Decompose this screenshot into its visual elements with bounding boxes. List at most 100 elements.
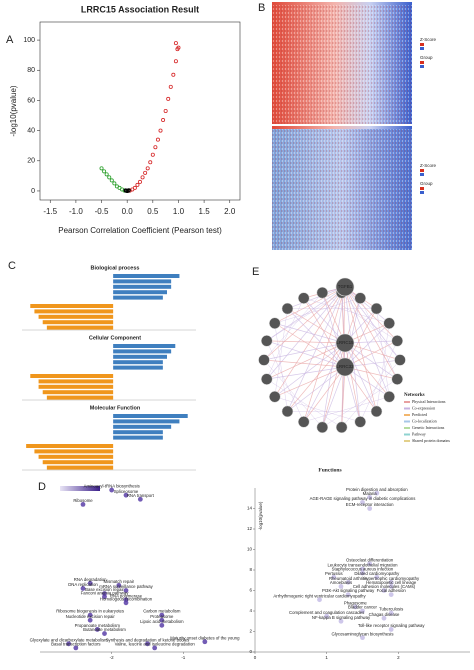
edge: [322, 292, 398, 342]
gene-node: [316, 421, 329, 434]
point: [132, 185, 137, 190]
pathway-label: Malaria: [363, 491, 378, 496]
x-tick-label: 1.5: [199, 207, 211, 216]
panel-letter: B: [258, 2, 265, 14]
y-tick-label: 40: [27, 127, 35, 134]
edge: [266, 378, 342, 428]
pathway-label: Ribosome: [73, 498, 93, 503]
pathway-point: [360, 570, 365, 576]
legend-title: Networks: [404, 393, 425, 398]
pathway-point: [367, 494, 373, 500]
pathway-label: Maturity onset diabetes of the young: [170, 635, 240, 640]
pathway-label: RNA degradation: [74, 577, 107, 582]
edge: [266, 366, 346, 380]
y-tick-label: 4: [249, 608, 252, 613]
y-tick-label: 2: [249, 629, 252, 634]
bar: [113, 414, 188, 418]
y-tick-label: 0: [31, 188, 35, 195]
point: [173, 59, 178, 64]
pathway-point: [381, 588, 387, 593]
gene-node: [281, 405, 294, 418]
legend-label: Co-localization: [412, 418, 437, 423]
point: [140, 175, 145, 180]
pathway-point: [374, 490, 380, 496]
edge: [274, 308, 288, 397]
pathway-point: [381, 615, 387, 621]
legend-swatch: [420, 173, 424, 176]
x-tick-label: -2: [110, 655, 114, 660]
bar: [46, 465, 114, 470]
bar: [38, 314, 114, 319]
heatmap-texture: [272, 4, 412, 124]
edge: [344, 286, 398, 342]
hub-node: [335, 333, 355, 353]
pathway-label: Basal transcription factors: [51, 642, 100, 647]
gene-node: [370, 302, 383, 315]
pathway-label: Bladder cancer: [348, 605, 377, 610]
x-tick-label: 0.0: [122, 207, 134, 216]
pathway-label: Toll-like receptor signaling pathway: [358, 623, 425, 628]
pathway-point: [360, 566, 365, 572]
heatmap-texture: [272, 128, 412, 250]
y-tick-label: 12: [247, 526, 253, 531]
edge: [274, 342, 346, 398]
y-tick-label: 60: [27, 97, 35, 104]
pathway-label: Homologous recombination: [100, 596, 153, 601]
legend-swatch: [404, 407, 410, 410]
gene-node: [391, 373, 403, 385]
bar: [46, 395, 114, 400]
hub-node: [335, 357, 355, 377]
pathway-label: Butanoate metabolism: [83, 627, 126, 632]
edge: [344, 286, 401, 361]
pathway-label: Synthesis and degradation of ketone bodi…: [106, 637, 190, 642]
pathway-point: [87, 617, 93, 623]
edge: [344, 366, 361, 422]
bar: [113, 344, 176, 348]
edge: [376, 323, 390, 412]
pathway-point: [73, 645, 79, 651]
bar: [30, 304, 114, 308]
pathway-label: PI3K-Akt signaling pathway: [322, 588, 375, 593]
bar: [30, 374, 114, 378]
point: [137, 179, 142, 184]
legend-swatch: [404, 427, 410, 429]
edge: [263, 359, 346, 368]
bar: [26, 444, 114, 448]
pathway-point: [367, 561, 373, 567]
node-label: LRRC32: [336, 364, 354, 369]
x-tick-label: 1.0: [173, 207, 185, 216]
edge: [341, 366, 346, 428]
pathway-label: Complement and coagulation cascades: [289, 610, 364, 615]
edge: [303, 396, 390, 423]
edge: [274, 297, 361, 324]
pathway-label: Cell adhesion molecules (CAMs): [353, 584, 416, 589]
bar: [113, 419, 180, 424]
bar: [34, 449, 114, 454]
edge: [266, 340, 346, 344]
pathway-label: Ribosome biogenesis in eukaryotes: [56, 609, 124, 614]
pathway-label: Nucleotide excision repair: [66, 614, 116, 619]
y-tick-label: 80: [27, 67, 35, 74]
edge: [274, 366, 346, 398]
edge: [360, 340, 398, 422]
bar: [113, 435, 163, 440]
x-tick-label: 2.0: [224, 207, 236, 216]
gene-node: [258, 354, 270, 366]
pathway-point: [360, 499, 365, 505]
gene-node: [261, 335, 273, 347]
chart-title: LRRC15 Association Result: [81, 4, 199, 14]
pathway-label: Carbon metabolism: [143, 609, 181, 614]
edge: [266, 292, 342, 342]
bar: [113, 274, 180, 278]
pathway-label: Arrhythmogenic right ventricular cardiom…: [273, 593, 366, 598]
pathway-point: [352, 604, 358, 610]
gene-node: [298, 416, 310, 428]
pathway-point: [360, 608, 365, 614]
pathway-label: Mismatch repair: [104, 579, 135, 584]
edge: [344, 342, 377, 412]
legend-label: Physical Interactions: [412, 399, 446, 404]
pathway-point: [66, 641, 72, 647]
color-bar: [60, 486, 100, 491]
group-bar: [272, 126, 412, 129]
